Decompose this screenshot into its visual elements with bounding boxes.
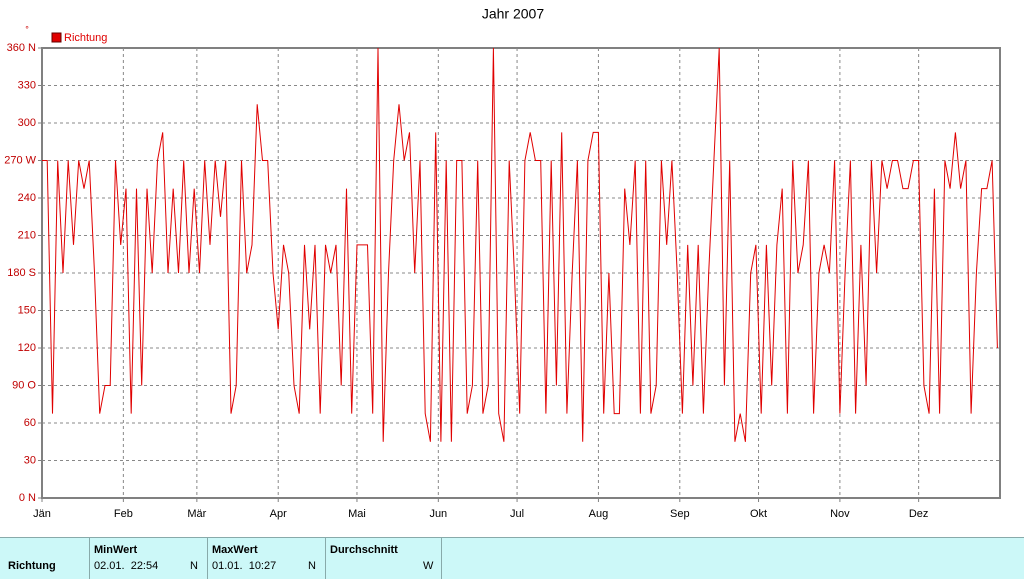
cell: N — [308, 560, 316, 572]
header: MaxWert — [212, 544, 258, 556]
row-label: Richtung — [8, 560, 56, 572]
summary-panel: MinWert MaxWert Durchschnitt Richtung 02… — [0, 537, 1024, 579]
y-tick-label: 240 — [18, 192, 36, 204]
x-tick-label: Jän — [33, 508, 51, 520]
chart-title: Jahr 2007 — [482, 6, 544, 22]
x-tick-label: Apr — [270, 508, 287, 520]
y-tick-label: 330 — [18, 79, 36, 91]
x-tick-label: Mai — [348, 508, 366, 520]
legend-label: Richtung — [64, 32, 107, 44]
x-tick-label: Okt — [750, 508, 767, 520]
cell: W — [423, 560, 434, 572]
y-tick-label: 150 — [18, 304, 36, 316]
cell: 02.01. 22:54 — [94, 560, 159, 572]
unit-label: ° — [25, 24, 29, 34]
x-tick-label: Mär — [187, 508, 206, 520]
cell: N — [190, 560, 198, 572]
column-divider — [325, 538, 326, 579]
x-tick-label: Jun — [429, 508, 447, 520]
y-tick-label: 300 — [18, 117, 36, 129]
header: Durchschnitt — [330, 544, 398, 556]
y-tick-label: 0 N — [19, 492, 36, 504]
plot-area — [41, 47, 1001, 499]
chart: Jahr 2007 ° 0 N 30 60 90 O 120 150 180 S 210 240… — [4, 6, 1001, 520]
x-tick-label: Dez — [909, 508, 929, 520]
data-line — [42, 47, 998, 442]
y-tick-label: 30 — [24, 454, 36, 466]
y-tick-label: 360 N — [7, 42, 36, 54]
y-tick-label: 60 — [24, 417, 36, 429]
column-divider — [441, 538, 442, 579]
column-divider — [207, 538, 208, 579]
x-tick-label: Feb — [114, 508, 133, 520]
y-tick-label: 270 W — [4, 154, 36, 166]
cell: 01.01. 10:27 — [212, 560, 277, 572]
x-tick-label: Sep — [670, 508, 690, 520]
y-tick-label: 210 — [18, 229, 36, 241]
y-tick-label: 120 — [18, 342, 36, 354]
y-tick-label: 90 O — [12, 379, 36, 391]
x-tick-label: Aug — [589, 508, 609, 520]
x-tick-label: Jul — [510, 508, 524, 520]
column-divider — [89, 538, 90, 579]
y-tick-label: 180 S — [7, 267, 36, 279]
x-tick-label: Nov — [830, 508, 850, 520]
header: MinWert — [94, 544, 138, 556]
legend-swatch — [51, 32, 62, 43]
